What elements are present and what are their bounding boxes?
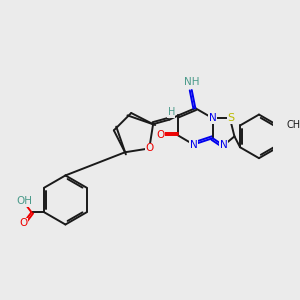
Text: CH₃: CH₃ bbox=[286, 121, 300, 130]
Text: O: O bbox=[145, 143, 153, 153]
Text: N: N bbox=[220, 140, 227, 151]
Text: S: S bbox=[227, 113, 234, 123]
Bar bbox=[19, 220, 27, 227]
Text: O: O bbox=[19, 218, 27, 228]
Bar bbox=[219, 142, 228, 149]
Text: OH: OH bbox=[16, 196, 32, 206]
Text: NH: NH bbox=[184, 77, 200, 87]
Text: N: N bbox=[190, 140, 197, 149]
Bar bbox=[157, 132, 165, 139]
Bar bbox=[208, 115, 217, 122]
Bar bbox=[227, 115, 235, 122]
Text: H: H bbox=[168, 107, 175, 117]
Text: N: N bbox=[209, 113, 217, 123]
Bar bbox=[185, 79, 198, 86]
Text: O: O bbox=[157, 130, 165, 140]
Bar bbox=[18, 198, 31, 205]
Bar bbox=[190, 141, 198, 148]
Bar bbox=[145, 145, 153, 152]
